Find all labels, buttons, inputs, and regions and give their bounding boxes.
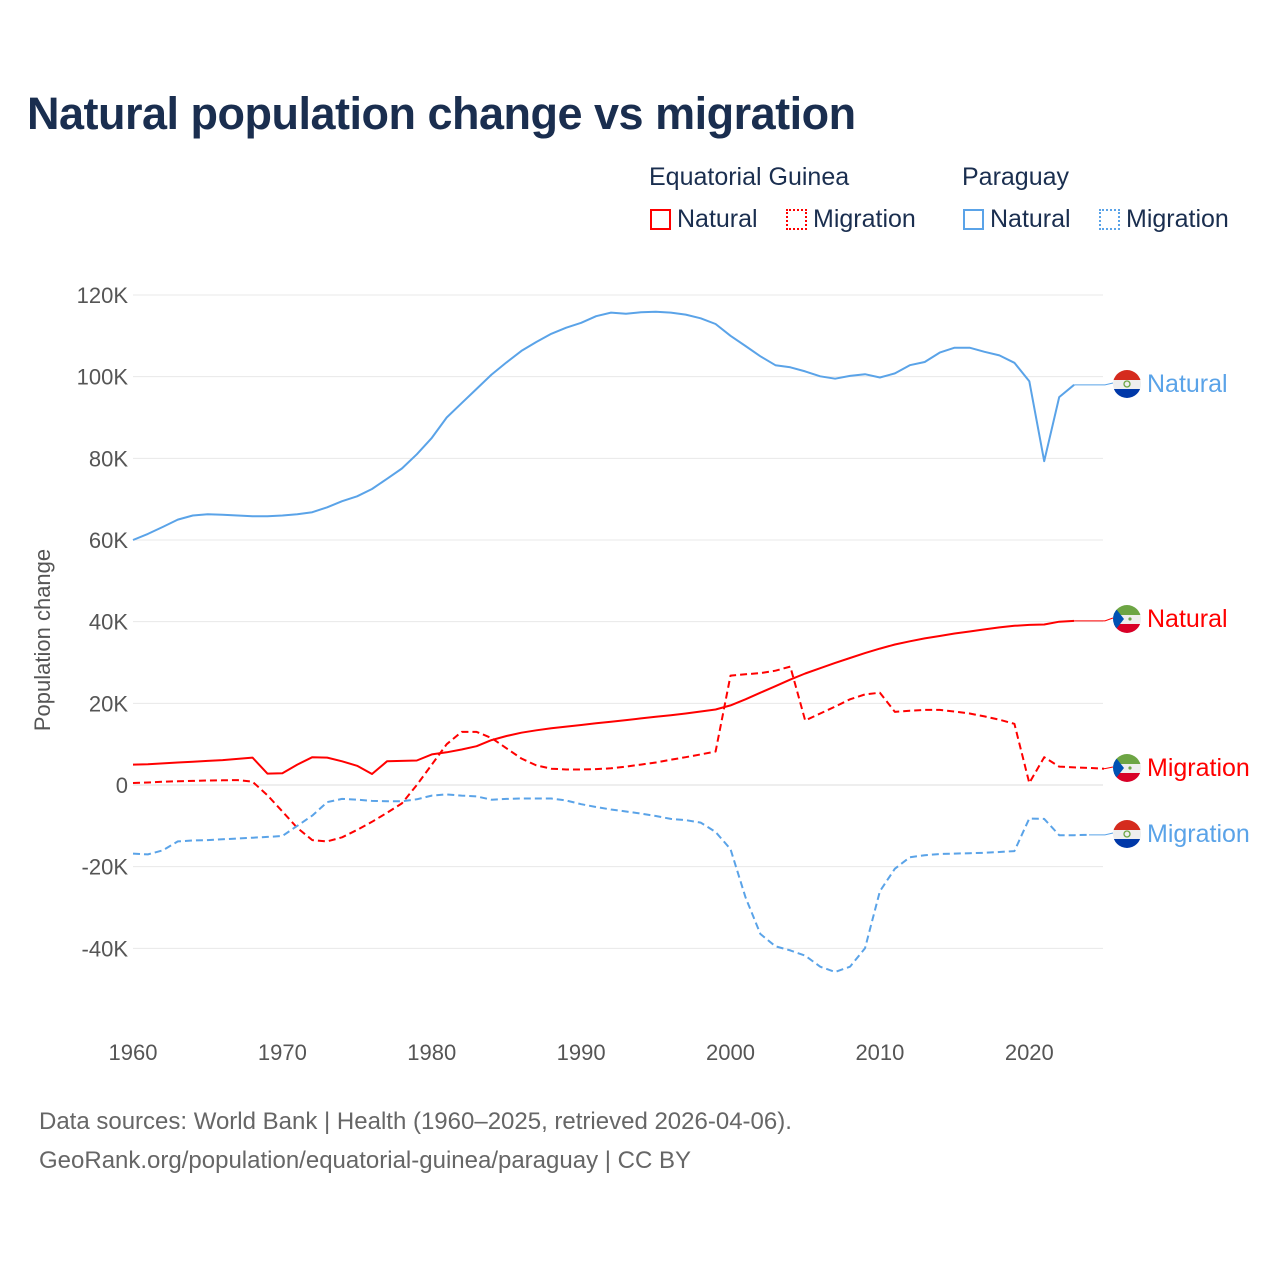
legend-eg-natural[interactable]: Natural [650,205,758,234]
y-tick-label: 120K [77,283,129,308]
series-end-label: Natural [1147,605,1228,633]
y-tick-label: 80K [89,446,128,471]
chart-title: Natural population change vs migration [27,88,856,139]
legend-swatch-dotted-red [786,209,807,230]
x-tick-label: 1970 [258,1040,307,1065]
equatorial-guinea-flag-icon [1113,605,1141,633]
x-tick-label: 1960 [109,1040,158,1065]
series-end-label: Natural [1147,370,1228,398]
series-line-paraguay-migration [132,793,1090,973]
equatorial-guinea-flag-icon [1113,754,1141,782]
y-tick-label: 0 [116,773,128,798]
paraguay-flag-icon [1113,820,1141,848]
y-tick-label: 100K [77,365,129,390]
legend-py-migration[interactable]: Migration [1099,205,1229,234]
legend-swatch-dotted-blue [1099,209,1120,230]
x-tick-label: 1980 [407,1040,456,1065]
y-tick-label: -20K [82,855,129,880]
series-line-paraguay-natural [132,310,1075,541]
legend-label: Natural [677,205,758,233]
series-line-equatorial-guinea-natural [132,619,1075,775]
y-tick-label: 40K [89,610,128,635]
label-connector [1089,832,1114,836]
y-axis-label: Population change [30,549,55,731]
label-connector [1074,382,1114,386]
series-end-label: Migration [1147,754,1250,782]
legend-group-equatorial-guinea: Equatorial Guinea [649,163,850,191]
series-line-equatorial-guinea-migration [132,665,1105,843]
y-tick-label: 20K [89,691,128,716]
x-tick-label: 2010 [855,1040,904,1065]
legend-py-natural[interactable]: Natural [963,205,1071,234]
series-end-label: Migration [1147,820,1250,848]
legend-swatch-solid-red [650,209,671,230]
footer-sources: Data sources: World Bank | Health (1960–… [39,1108,792,1135]
legend-eg-migration[interactable]: Migration [786,205,916,234]
label-connector [1074,617,1114,622]
footer-link[interactable]: GeoRank.org/population/equatorial-guinea… [39,1147,691,1174]
y-tick-label: 60K [89,528,128,553]
label-connector [1104,766,1114,770]
legend-group-paraguay: Paraguay [962,163,1070,191]
x-tick-label: 2000 [706,1040,755,1065]
legend-label: Natural [990,205,1071,233]
x-tick-label: 2020 [1005,1040,1054,1065]
paraguay-flag-icon [1113,370,1141,398]
legend-label: Migration [1126,205,1229,233]
y-tick-label: -40K [82,936,129,961]
legend-swatch-solid-blue [963,209,984,230]
legend-label: Migration [813,205,916,233]
x-tick-label: 1990 [557,1040,606,1065]
